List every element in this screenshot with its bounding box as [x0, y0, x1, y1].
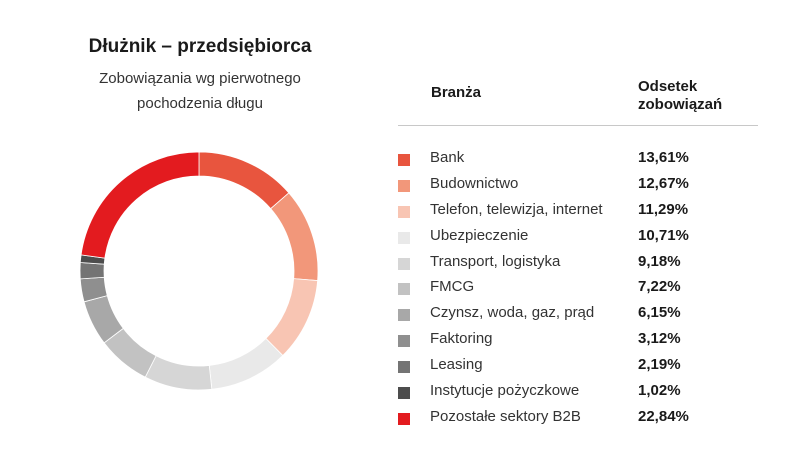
donut-slice-4: [208, 337, 284, 390]
legend-label: Ubezpieczenie: [430, 226, 529, 244]
legend-value: 3,12%: [638, 330, 681, 348]
legend-value: 11,29%: [638, 200, 689, 218]
legend-row: Budownictwo 12,67%: [398, 174, 758, 200]
legend-value: 9,18%: [638, 252, 681, 270]
donut-slice-3: [265, 278, 319, 357]
chart-subtitle: Zobowiązania wg pierwotnego pochodzenia …: [50, 66, 350, 116]
legend-row: Instytucje pożyczkowe 1,02%: [398, 381, 758, 407]
legend-label: Budownictwo: [430, 174, 519, 192]
legend-value: 10,71%: [638, 226, 689, 244]
legend-swatch: [398, 154, 410, 166]
legend-swatch: [398, 205, 410, 218]
donut-slice-1: [198, 151, 290, 210]
legend-swatch: [398, 387, 410, 400]
donut-slice-2: [270, 192, 319, 281]
legend-swatch: [398, 309, 410, 322]
legend-label: Telefon, telewizja, internet: [430, 200, 603, 218]
legend-value: 7,22%: [638, 278, 681, 296]
legend-row: Czynsz, woda, gaz, prąd 6,15%: [398, 303, 758, 329]
legend-row: Transport, logistyka 9,18%: [398, 252, 758, 278]
donut-slice-11: [80, 151, 200, 259]
legend-swatch: [398, 179, 410, 192]
legend-row: Leasing 2,19%: [398, 355, 758, 381]
legend-value: 12,67%: [638, 174, 689, 192]
column-header-share: Odsetek zobowiązań: [638, 78, 722, 114]
column-header-share-line-1: Odsetek: [638, 78, 698, 95]
legend-swatch: [398, 412, 410, 425]
legend-swatch: [398, 335, 410, 348]
legend-value: 6,15%: [638, 304, 681, 322]
legend-value: 13,61%: [638, 149, 689, 166]
donut-chart: [79, 151, 319, 391]
legend-row: Telefon, telewizja, internet 11,29%: [398, 200, 758, 226]
column-header-share-line-2: zobowiązań: [638, 96, 723, 113]
legend-value: 22,84%: [638, 407, 689, 425]
legend-row: Faktoring 3,12%: [398, 329, 758, 355]
legend-value: 2,19%: [638, 356, 681, 374]
donut-slice-9: [79, 262, 105, 280]
legend-label: FMCG: [430, 278, 475, 296]
legend-label: Pozostałe sektory B2B: [430, 407, 581, 425]
legend-value: 1,02%: [638, 382, 681, 400]
legend-table: Bank 13,61% Budownictwo 12,67% Telefon, tele…: [398, 148, 758, 433]
legend-label: Leasing: [430, 356, 483, 374]
legend-label: Faktoring: [430, 330, 493, 348]
donut-slice-5: [144, 355, 213, 391]
legend-swatch: [398, 257, 410, 270]
legend-swatch: [398, 231, 410, 244]
chart-title: Dłużnik – przedsiębiorca: [88, 36, 312, 57]
column-header-industry: Branża: [431, 84, 482, 101]
chart-subtitle-line-2: pochodzenia długu: [137, 95, 263, 112]
legend-row: FMCG 7,22%: [398, 277, 758, 303]
legend-swatch: [398, 283, 410, 296]
legend-row: Ubezpieczenie 10,71%: [398, 226, 758, 252]
header-divider: [398, 125, 758, 126]
legend-row: Pozostałe sektory B2B 22,84%: [398, 407, 758, 433]
chart-subtitle-line-1: Zobowiązania wg pierwotnego: [99, 70, 301, 87]
legend-swatch: [398, 361, 410, 374]
legend-row: Bank 13,61%: [398, 148, 758, 174]
legend-label: Instytucje pożyczkowe: [430, 382, 580, 400]
legend-label: Transport, logistyka: [430, 252, 561, 270]
legend-label: Czynsz, woda, gaz, prąd: [430, 304, 595, 322]
legend-label: Bank: [430, 149, 465, 166]
